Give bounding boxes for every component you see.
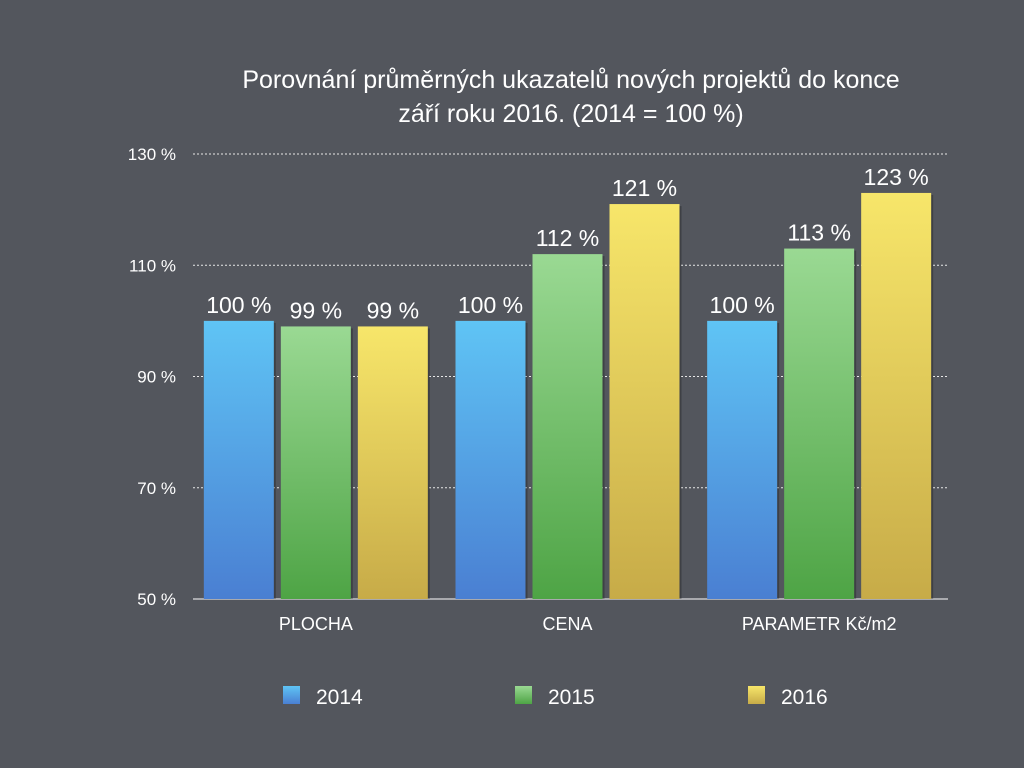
data-label: 100 % — [710, 292, 775, 318]
legend-swatch-2014 — [283, 686, 300, 704]
y-tick-label: 50 % — [137, 590, 176, 609]
chart-title-line-2: září roku 2016. (2014 = 100 %) — [398, 100, 743, 128]
legend-label: 2015 — [548, 686, 595, 709]
y-tick-label: 90 % — [137, 368, 176, 387]
x-category-label: PLOCHA — [279, 614, 353, 634]
bar-2016-0 — [357, 326, 428, 599]
data-label: 113 % — [787, 220, 851, 246]
bar-2014-0 — [203, 320, 274, 599]
data-label: 123 % — [864, 164, 929, 190]
bar-2015-2 — [784, 248, 855, 599]
bar-2015-0 — [280, 326, 351, 599]
data-label: 100 % — [206, 292, 271, 318]
data-label: 100 % — [458, 292, 523, 318]
bar-2014-1 — [455, 320, 526, 599]
y-tick-label: 70 % — [137, 479, 176, 498]
bar-2014-2 — [707, 320, 778, 599]
legend-label: 2016 — [781, 686, 828, 709]
data-label: 112 % — [536, 225, 600, 251]
bar-2016-1 — [609, 204, 680, 599]
data-label: 99 % — [290, 297, 342, 323]
data-label: 99 % — [367, 297, 419, 323]
bar-2016-2 — [861, 192, 932, 599]
legend-swatch-2016 — [748, 686, 765, 704]
y-tick-label: 130 % — [128, 145, 176, 164]
x-category-label: PARAMETR Kč/m2 — [742, 614, 897, 634]
legend-swatch-2015 — [515, 686, 532, 704]
x-category-label: CENA — [542, 614, 592, 634]
bar-2015-1 — [532, 254, 603, 599]
y-tick-label: 110 % — [129, 256, 176, 275]
chart-title-line-1: Porovnání průměrných ukazatelů nových pr… — [242, 66, 899, 94]
data-label: 121 % — [612, 175, 677, 201]
legend-label: 2014 — [316, 686, 363, 709]
